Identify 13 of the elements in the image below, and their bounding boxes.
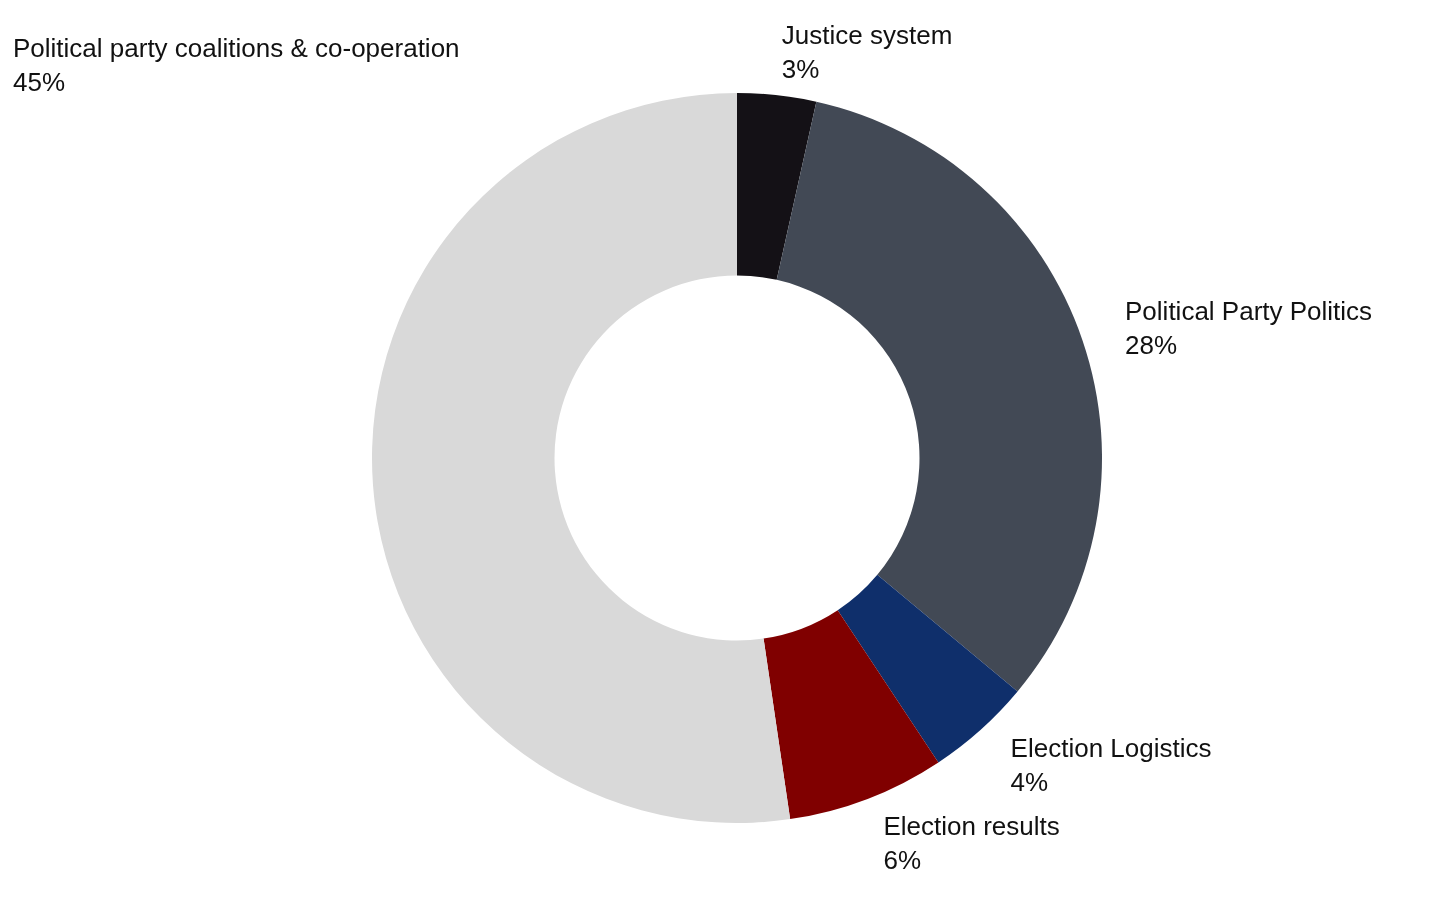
data-label: 28% (1125, 329, 1178, 360)
data-label: 45% (13, 67, 66, 97)
slice-label: Election results (883, 810, 1060, 841)
slice-label: Political party coalitions & co-operation (13, 33, 460, 63)
slice-label: Justice system (781, 20, 953, 51)
donut-slice (372, 93, 791, 823)
slice-label: Political Party Politics (1125, 295, 1373, 326)
donut-slice (776, 101, 1102, 692)
data-label: 3% (781, 54, 820, 85)
donut-slice (737, 93, 817, 280)
slice-label: Election Logistics (1010, 733, 1212, 764)
data-label: 4% (1010, 767, 1049, 798)
data-label: 6% (883, 844, 922, 875)
